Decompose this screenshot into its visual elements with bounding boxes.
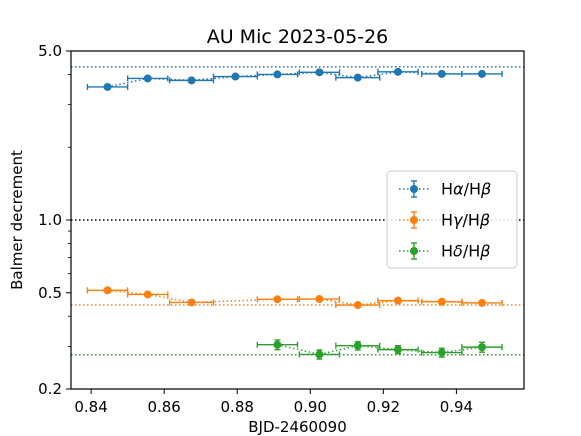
data-marker (393, 296, 402, 305)
x-tick-label-3: 0.90 (294, 398, 327, 416)
series-1-point-6 (377, 296, 419, 305)
series-0-line (107, 71, 482, 88)
series-1-point-3 (256, 295, 299, 304)
data-marker (273, 70, 282, 79)
legend-marker (410, 247, 418, 255)
x-tick-label-5: 0.94 (440, 398, 473, 416)
plot-content (71, 66, 524, 360)
series-1-point-7 (421, 297, 463, 306)
series-0-point-5 (298, 68, 341, 77)
data-marker (393, 345, 402, 354)
series-2 (256, 339, 503, 360)
legend-label: Hγ/Hβ (441, 211, 490, 230)
legend-entry-1: Hγ/Hβ (399, 211, 490, 230)
series-1 (86, 286, 503, 310)
legend-label: Hα/Hβ (441, 180, 491, 199)
legend-entry-0: Hα/Hβ (399, 180, 491, 199)
data-marker (187, 76, 196, 85)
x-tick-label-0: 0.84 (74, 398, 107, 416)
data-marker (477, 69, 486, 78)
data-marker (437, 297, 446, 306)
series-1-point-0 (86, 286, 129, 295)
legend-entry-2: Hδ/Hβ (399, 242, 490, 261)
y-tick-label-1: 0.5 (38, 284, 62, 302)
series-1-point-2 (168, 298, 215, 307)
data-marker (143, 290, 152, 299)
data-marker (437, 69, 446, 78)
legend-marker (410, 216, 418, 224)
chart-title: AU Mic 2023-05-26 (207, 26, 389, 48)
series-0-point-2 (168, 76, 215, 85)
y-tick-label-2: 1.0 (38, 211, 62, 229)
series-0-point-1 (126, 74, 169, 83)
data-marker (273, 340, 282, 349)
data-marker (231, 72, 240, 81)
data-marker (437, 348, 446, 357)
data-marker (353, 301, 362, 310)
data-marker (187, 298, 196, 307)
data-marker (315, 68, 324, 77)
x-tick-label-2: 0.88 (221, 398, 254, 416)
series-0-point-4 (256, 70, 299, 79)
series-2-point-3 (377, 345, 419, 355)
series-1-point-4 (298, 295, 341, 304)
data-marker (315, 350, 324, 359)
data-marker (353, 341, 362, 350)
data-marker (103, 82, 112, 91)
x-tick-label-4: 0.92 (367, 398, 400, 416)
data-marker (393, 67, 402, 76)
axes: 0.84 0.86 0.88 0.90 0.92 0.94 0.2 0.5 1.0 5.0 (38, 42, 473, 416)
legend-box (386, 170, 518, 269)
data-marker (103, 286, 112, 295)
series-0-point-8 (421, 69, 463, 78)
series-0-point-7 (377, 67, 419, 76)
series-0 (86, 67, 503, 91)
y-tick-label-3: 5.0 (38, 42, 62, 60)
y-axis-label: Balmer decrement (8, 150, 26, 290)
series-0-point-3 (212, 72, 259, 81)
series-1-point-8 (461, 298, 503, 307)
legend-label: Hδ/Hβ (441, 242, 490, 261)
data-marker (143, 74, 152, 83)
series-2-point-0 (256, 339, 299, 351)
data-marker (353, 73, 362, 82)
series-2-point-2 (335, 340, 381, 351)
data-marker (273, 295, 282, 304)
data-marker (477, 343, 486, 352)
legend-marker (410, 185, 418, 193)
series-2-point-4 (421, 347, 463, 358)
series-1-point-5 (335, 301, 381, 310)
x-tick-label-1: 0.86 (147, 398, 180, 416)
data-marker (315, 295, 324, 304)
x-axis-label: BJD-2460090 (248, 418, 346, 436)
series-1-line (107, 289, 483, 306)
y-tick-label-0: 0.2 (38, 380, 62, 398)
series-2-point-5 (461, 341, 503, 353)
series-0-point-6 (335, 73, 381, 82)
series-1-point-1 (126, 290, 169, 299)
legend: Hα/Hβ Hγ/Hβ Hδ/Hβ (386, 170, 518, 269)
data-marker (477, 298, 486, 307)
series-0-point-9 (461, 69, 503, 78)
series-0-point-0 (86, 82, 129, 91)
series-2-point-1 (298, 349, 341, 360)
